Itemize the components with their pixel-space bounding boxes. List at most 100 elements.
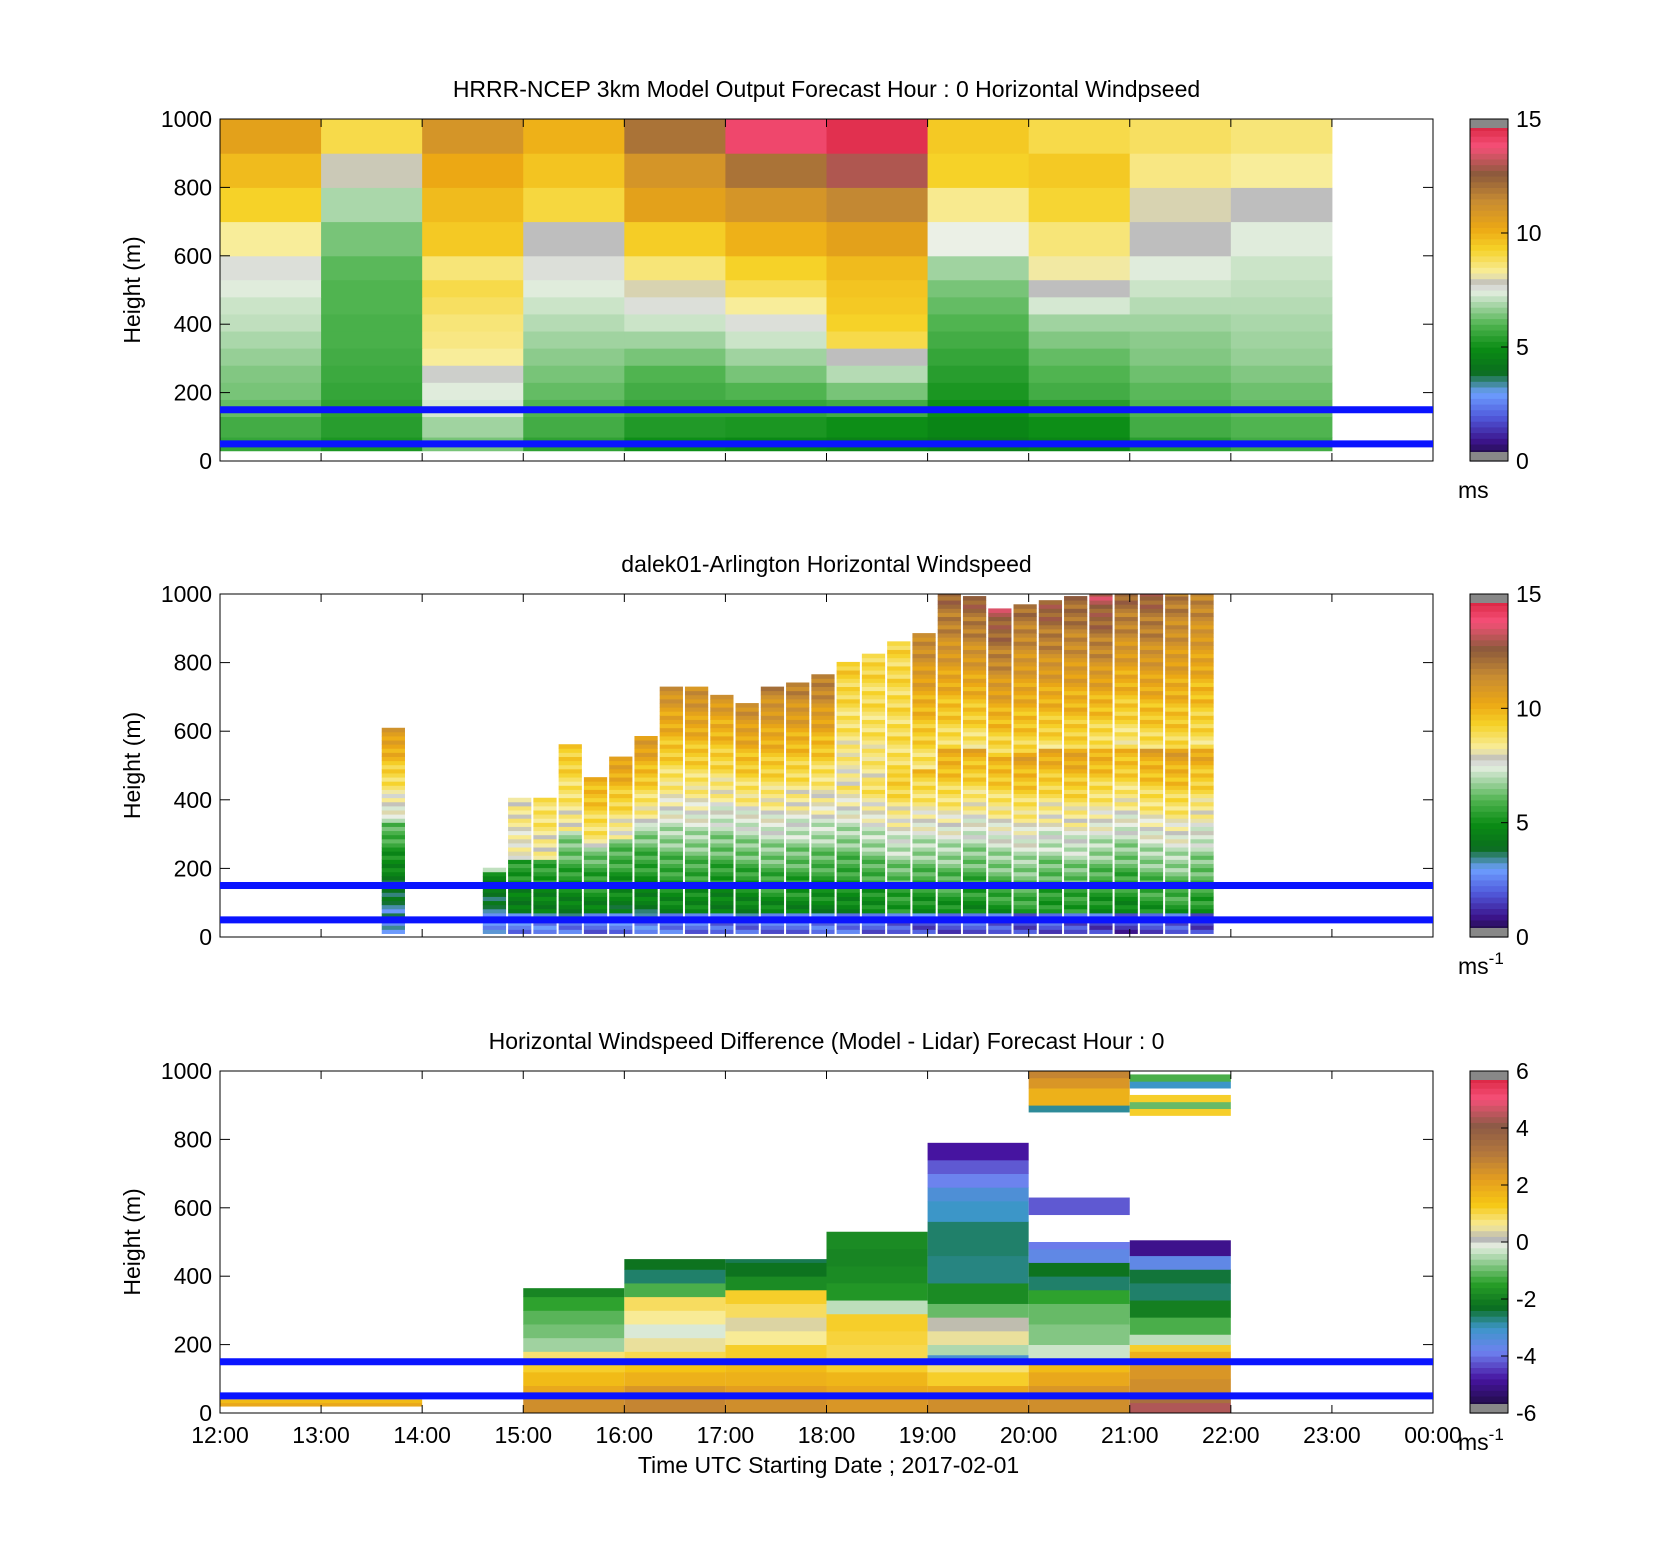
heatmap-cell <box>381 847 405 852</box>
heatmap-cell <box>523 221 625 257</box>
heatmap-cell <box>1190 641 1214 646</box>
heatmap-cell <box>1139 781 1164 786</box>
heatmap-cell <box>786 838 810 844</box>
heatmap-cell <box>523 416 625 438</box>
heatmap-cell <box>1165 801 1189 807</box>
heatmap-cell <box>786 707 810 712</box>
colorbar-swatch <box>1470 634 1508 641</box>
heatmap-cell <box>1114 875 1138 881</box>
heatmap-cell <box>760 867 785 873</box>
heatmap-cell <box>1114 600 1138 605</box>
heatmap-cell <box>962 694 987 700</box>
heatmap-cell <box>962 863 987 869</box>
heatmap-cell <box>1089 698 1113 704</box>
colorbar-swatch <box>1470 409 1508 416</box>
heatmap-cell <box>1129 296 1232 315</box>
heatmap-cell <box>937 748 961 753</box>
heatmap-cell <box>786 896 810 902</box>
heatmap-cell <box>710 773 734 778</box>
heatmap-cell <box>962 653 987 659</box>
heatmap-cell <box>710 805 734 811</box>
heatmap-cell <box>609 867 633 873</box>
heatmap-cell <box>786 727 810 733</box>
heatmap-cell <box>887 760 911 766</box>
colorbar-unit: ms-1 <box>1458 949 1504 979</box>
heatmap-cell <box>735 834 759 840</box>
heatmap-cell <box>811 678 835 683</box>
heatmap-cell <box>583 826 608 832</box>
heatmap-cell <box>988 727 1012 733</box>
heatmap-cell <box>1028 416 1131 438</box>
heatmap-cell <box>1190 600 1214 605</box>
heatmap-cell <box>583 781 608 786</box>
heatmap-cell <box>786 867 810 873</box>
heatmap-cell <box>508 830 532 836</box>
heatmap-cell <box>937 624 961 630</box>
heatmap-cell <box>1089 785 1113 790</box>
heatmap-cell <box>887 785 911 790</box>
heatmap-cell <box>558 838 582 844</box>
heatmap-cell <box>836 843 860 848</box>
heatmap-cell <box>962 645 987 650</box>
heatmap-cell <box>826 382 929 400</box>
heatmap-cell <box>1139 929 1164 934</box>
heatmap-cell <box>1064 830 1088 836</box>
heatmap-cell <box>634 818 658 823</box>
heatmap-cell <box>937 789 961 795</box>
heatmap-cell <box>1165 723 1189 729</box>
heatmap-cell <box>659 900 683 906</box>
heatmap-cell <box>962 715 987 720</box>
heatmap-cell <box>508 921 532 926</box>
heatmap-cell <box>735 805 759 811</box>
heatmap-cell <box>1013 698 1037 704</box>
heatmap-cell <box>786 744 810 749</box>
colorbar-cap-bottom <box>1470 452 1508 461</box>
heatmap-cell <box>1013 670 1037 675</box>
colorbar-tick-label: 10 <box>1516 220 1542 246</box>
heatmap-cell <box>659 698 683 704</box>
heatmap-cell <box>1064 760 1088 766</box>
y-tick-label: 800 <box>174 650 212 676</box>
heatmap-cell <box>937 694 961 700</box>
heatmap-cell <box>1129 221 1232 257</box>
heatmap-cell <box>811 752 835 757</box>
heatmap-cell <box>1165 921 1189 926</box>
colorbar-swatch <box>1470 335 1508 342</box>
heatmap-cell <box>422 153 524 188</box>
heatmap-cell <box>583 863 608 869</box>
heatmap-cell <box>826 313 929 332</box>
heatmap-cell <box>811 727 835 733</box>
heatmap-cell <box>1028 1276 1130 1291</box>
heatmap-cell <box>735 781 759 786</box>
heatmap-cell <box>861 867 886 873</box>
heatmap-cell <box>786 748 810 753</box>
heatmap-cell <box>937 797 961 803</box>
heatmap-cell <box>1013 715 1037 720</box>
heatmap-cell <box>710 892 734 897</box>
y-tick-label: 400 <box>174 1263 212 1289</box>
heatmap-cell <box>684 900 709 906</box>
heatmap-cell <box>1139 810 1164 815</box>
heatmap-cell <box>861 715 886 720</box>
heatmap-cell <box>937 801 961 807</box>
heatmap-cell <box>887 748 911 753</box>
heatmap-cell <box>1064 789 1088 795</box>
heatmap-cell <box>760 698 785 704</box>
y-tick-label: 600 <box>174 243 212 269</box>
heatmap-cell <box>1190 678 1214 683</box>
heatmap-cell <box>988 694 1012 700</box>
heatmap-cell <box>988 912 1012 918</box>
heatmap-cell <box>659 686 683 692</box>
heatmap-cell <box>1114 843 1138 848</box>
heatmap-cell <box>1038 752 1063 757</box>
heatmap-cell <box>786 810 810 815</box>
heatmap-cell <box>811 892 835 897</box>
heatmap-cell <box>558 912 582 918</box>
heatmap-cell <box>988 867 1012 873</box>
heatmap-cell <box>912 855 936 860</box>
heatmap-cell <box>508 805 532 811</box>
heatmap-cell <box>937 740 961 745</box>
heatmap-cell <box>684 863 709 869</box>
heatmap-cell <box>988 822 1012 827</box>
colorbar-tick-label: 0 <box>1516 924 1529 950</box>
